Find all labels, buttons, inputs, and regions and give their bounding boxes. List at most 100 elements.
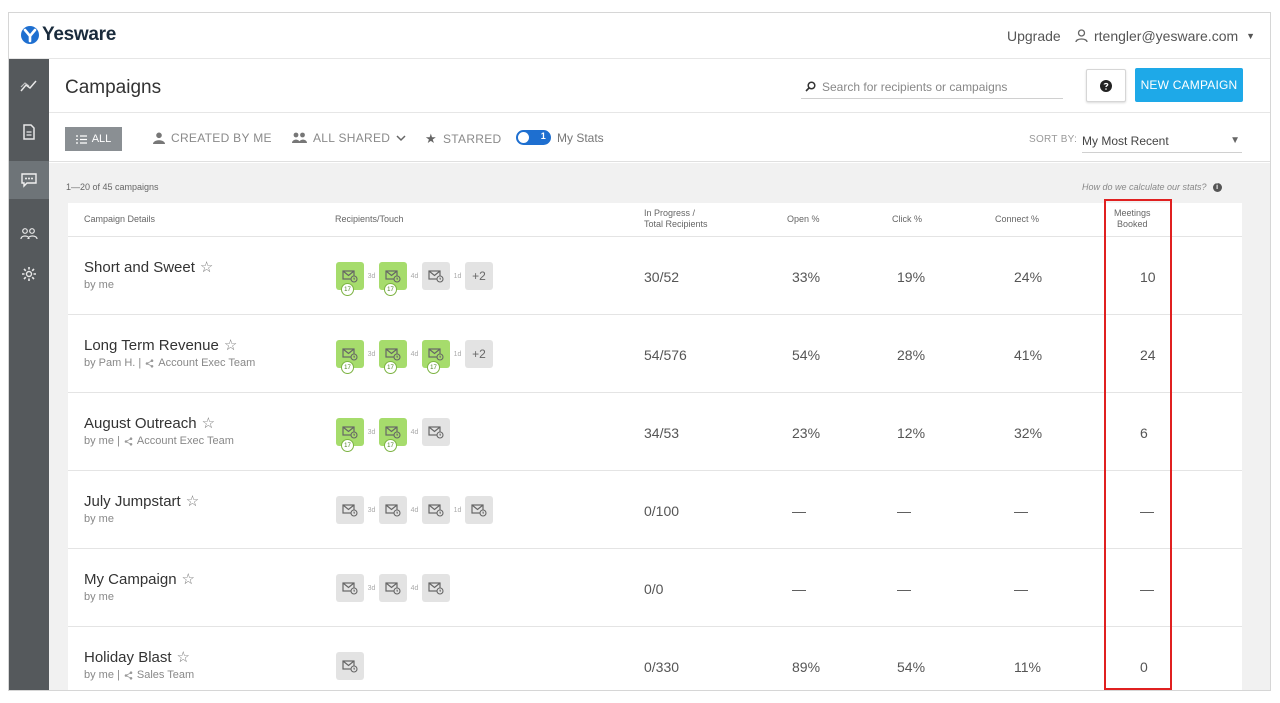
table-row[interactable]: My Campaign ☆ by me 3d 4d 0/0 — — — — <box>68 549 1242 627</box>
table-row[interactable]: Short and Sweet ☆ by me 17 3d 17 4d 1d +2 30/52 33… <box>68 237 1242 315</box>
person-icon <box>153 132 165 144</box>
team-name: Sales Team <box>136 669 195 681</box>
email-clock-icon <box>342 503 358 517</box>
sidebar-item-trends[interactable] <box>9 67 49 105</box>
cell-connect-rate: 11% <box>1014 659 1041 675</box>
touch-badge: 17 <box>341 361 354 374</box>
sidebar-item-campaigns[interactable] <box>9 161 49 199</box>
email-clock-icon <box>342 425 358 439</box>
user-menu[interactable]: rtengler@yesware.com ▼ <box>1075 28 1255 44</box>
yesware-logo[interactable]: Yesware <box>20 24 116 46</box>
touch-gap: 4d <box>410 272 419 280</box>
meetings-booked-highlight <box>1104 199 1172 690</box>
col-in-progress: In Progress / Total Recipients <box>644 208 708 230</box>
sort-select[interactable]: My Most Recent ▼ <box>1082 129 1242 153</box>
table-row[interactable]: August Outreach ☆ by me | Account Exec Team… <box>68 393 1242 471</box>
email-touch[interactable] <box>379 496 407 524</box>
gear-icon <box>22 267 36 281</box>
email-touch[interactable] <box>422 496 450 524</box>
caret-down-icon: ▼ <box>1246 31 1256 41</box>
touch-sequence: 17 3d 17 4d 1d +2 <box>336 262 493 296</box>
campaign-name: Long Term Revenue <box>84 336 219 354</box>
star-outline-icon[interactable]: ☆ <box>201 415 216 432</box>
campaign-name-link[interactable]: Short and Sweet ☆ <box>84 258 214 277</box>
cell-open-rate: — <box>792 581 806 597</box>
star-outline-icon[interactable]: ☆ <box>199 259 214 276</box>
filter-created-by-me[interactable]: CREATED BY ME <box>153 131 272 145</box>
search-input[interactable]: Search for recipients or campaigns <box>801 75 1063 99</box>
email-touch[interactable]: 17 <box>379 262 407 296</box>
cell-progress: 34/53 <box>644 425 680 441</box>
star-outline-icon[interactable]: ☆ <box>181 571 195 588</box>
touch-gap: 1d <box>453 272 462 280</box>
email-clock-icon <box>342 659 358 673</box>
email-touch[interactable]: 17 <box>336 262 364 296</box>
col-open: Open % <box>787 214 820 224</box>
campaign-name-link[interactable]: August Outreach ☆ <box>84 414 216 433</box>
cell-click-rate: 28% <box>897 347 926 363</box>
email-touch[interactable] <box>422 262 450 290</box>
email-touch[interactable] <box>336 574 364 602</box>
campaign-name-link[interactable]: July Jumpstart ☆ <box>84 492 200 511</box>
campaign-name: July Jumpstart <box>84 492 181 510</box>
filter-all-button[interactable]: ALL <box>65 127 122 151</box>
table-row[interactable]: Holiday Blast ☆ by me | Sales Team 0/330 89% 5… <box>68 627 1242 690</box>
document-icon <box>23 124 35 140</box>
col-in-progress-line1: In Progress / <box>644 208 696 218</box>
touch-badge: 17 <box>384 361 397 374</box>
help-button[interactable] <box>1086 69 1126 102</box>
email-touch[interactable] <box>336 652 364 680</box>
star-outline-icon[interactable]: ☆ <box>223 337 238 354</box>
touch-sequence: 3d 4d <box>336 574 450 602</box>
touch-badge: 17 <box>427 361 440 374</box>
campaign-name-link[interactable]: My Campaign ☆ <box>84 570 195 589</box>
touch-gap: 4d <box>410 428 419 436</box>
star-outline-icon[interactable]: ☆ <box>185 493 200 510</box>
touch-gap: 3d <box>367 506 376 514</box>
table-row[interactable]: July Jumpstart ☆ by me 3d 4d 1d 0/100 — — — — <box>68 471 1242 549</box>
my-stats-toggle[interactable]: 1 My Stats <box>516 130 604 145</box>
email-touch[interactable]: 17 <box>379 340 407 374</box>
more-touches-badge[interactable]: +2 <box>465 262 493 290</box>
touch-sequence: 3d 4d 1d <box>336 496 493 524</box>
touch-gap: 4d <box>410 350 419 358</box>
stats-help-link[interactable]: How do we calculate our stats? i <box>1082 182 1222 192</box>
filter-all-shared[interactable]: ALL SHARED <box>292 131 406 145</box>
email-clock-icon <box>428 269 444 283</box>
sort-value: My Most Recent <box>1082 133 1169 148</box>
email-touch[interactable]: 17 <box>379 418 407 452</box>
email-touch[interactable] <box>379 574 407 602</box>
upgrade-link[interactable]: Upgrade <box>1007 28 1061 44</box>
sidebar-item-contacts[interactable] <box>9 215 49 253</box>
filter-starred[interactable]: ★ STARRED <box>425 131 502 147</box>
email-touch[interactable]: 17 <box>336 418 364 452</box>
cell-open-rate: 33% <box>792 269 821 285</box>
email-touch[interactable]: 17 <box>336 340 364 374</box>
email-touch[interactable] <box>422 418 450 446</box>
campaign-name: August Outreach <box>84 414 197 432</box>
sidebar-item-settings[interactable] <box>9 255 49 293</box>
table-row[interactable]: Long Term Revenue ☆ by Pam H. | Account Exe… <box>68 315 1242 393</box>
campaign-name-link[interactable]: Holiday Blast ☆ <box>84 648 190 667</box>
new-campaign-button[interactable]: NEW CAMPAIGN <box>1135 68 1243 102</box>
email-touch[interactable]: 17 <box>422 340 450 374</box>
email-touch[interactable] <box>465 496 493 524</box>
more-touches-badge[interactable]: +2 <box>465 340 493 368</box>
trends-icon <box>20 80 37 92</box>
star-outline-icon[interactable]: ☆ <box>176 649 190 666</box>
owner-text: by me <box>84 279 114 291</box>
list-icon <box>75 134 87 144</box>
page-header: Campaigns Search for recipients or campa… <box>49 59 1270 113</box>
top-bar: Yesware Upgrade rtengler@yesware.com ▼ <box>9 13 1270 59</box>
email-touch[interactable] <box>422 574 450 602</box>
campaign-owner: by me <box>84 513 114 525</box>
campaign-count: 1—20 of 45 campaigns <box>66 182 159 192</box>
sidebar-item-templates[interactable] <box>9 113 49 151</box>
filter-created-by-me-label: CREATED BY ME <box>171 131 272 145</box>
email-touch[interactable] <box>336 496 364 524</box>
touch-badge: 17 <box>384 439 397 452</box>
campaign-name-link[interactable]: Long Term Revenue ☆ <box>84 336 238 355</box>
campaign-name: My Campaign <box>84 570 177 588</box>
toggle-switch[interactable]: 1 <box>516 130 551 145</box>
people-icon <box>20 228 38 240</box>
